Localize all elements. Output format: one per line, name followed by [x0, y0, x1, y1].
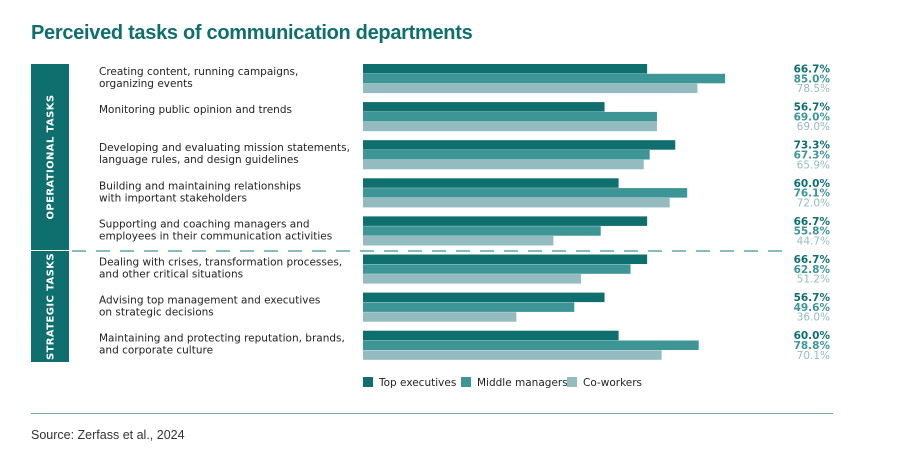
bar-co-workers — [363, 312, 517, 322]
bar-middle-managers — [363, 226, 601, 236]
data-label: 70.1% — [797, 350, 830, 362]
data-label: 44.7% — [797, 236, 830, 248]
data-label: 85.0% — [794, 73, 831, 85]
data-label: 72.0% — [797, 197, 830, 209]
data-label: 67.3% — [794, 150, 831, 162]
data-label: 49.6% — [794, 302, 831, 314]
data-label: 55.8% — [794, 226, 831, 238]
bar-top-executives — [363, 140, 676, 150]
data-label: 69.0% — [794, 111, 831, 123]
bar-middle-managers — [363, 302, 575, 312]
category-label: Developing and evaluating mission statem… — [99, 142, 350, 154]
legend-label: Co-workers — [583, 377, 642, 389]
legend-swatch-co-workers — [567, 377, 577, 387]
side-band-operational — [31, 64, 69, 250]
bar-top-executives — [363, 102, 605, 112]
bar-middle-managers — [363, 73, 726, 84]
chart-title: Perceived tasks of communication departm… — [31, 22, 473, 44]
bar-middle-managers — [363, 111, 657, 122]
side-band-label: OPERATIONAL TASKS — [46, 94, 57, 219]
bar-co-workers — [363, 121, 657, 132]
data-label: 66.7% — [794, 64, 831, 76]
data-label: 56.7% — [794, 102, 831, 114]
legend-label: Top executives — [378, 377, 456, 389]
category-label: and other critical situations — [99, 269, 243, 281]
bar-middle-managers — [363, 150, 650, 160]
category-label: language rules, and design guidelines — [99, 154, 299, 166]
bar-middle-managers — [363, 340, 699, 350]
data-label: 73.3% — [794, 140, 831, 152]
legend-label: Middle managers — [477, 377, 568, 389]
bar-co-workers — [363, 83, 698, 94]
bar-co-workers — [363, 197, 670, 208]
data-label: 62.8% — [794, 264, 831, 276]
category-label: Creating content, running campaigns, — [99, 66, 298, 78]
legend-swatch-top-executives — [363, 377, 373, 387]
bar-co-workers — [363, 350, 662, 360]
legend-swatch-middle-managers — [461, 377, 471, 387]
category-label: Building and maintaining relationships — [99, 180, 301, 192]
category-label: Monitoring public opinion and trends — [99, 104, 292, 116]
bar-co-workers — [363, 236, 554, 246]
data-label: 36.0% — [797, 312, 830, 324]
data-label: 78.8% — [794, 340, 831, 352]
category-label: Supporting and coaching managers and — [99, 218, 310, 230]
bar-co-workers — [363, 159, 644, 170]
data-label: 76.1% — [794, 188, 831, 200]
side-band-strategic — [31, 251, 69, 362]
category-label: Maintaining and protecting reputation, b… — [99, 333, 345, 345]
data-label: 78.5% — [797, 83, 830, 95]
category-label: Dealing with crises, transformation proc… — [99, 257, 342, 269]
category-label: with important stakeholders — [99, 192, 247, 204]
bar-top-executives — [363, 64, 648, 74]
bar-middle-managers — [363, 188, 688, 198]
data-label: 66.7% — [794, 216, 831, 228]
category-label: on strategic decisions — [99, 307, 214, 319]
data-label: 66.7% — [794, 254, 831, 266]
bar-top-executives — [363, 178, 619, 188]
bar-top-executives — [363, 216, 648, 226]
divider-line — [31, 413, 833, 414]
bar-top-executives — [363, 292, 605, 303]
data-label: 56.7% — [794, 292, 831, 304]
bar-co-workers — [363, 274, 582, 284]
side-band-label: STRATEGIC TASKS — [46, 253, 57, 360]
data-label: 69.0% — [797, 121, 830, 133]
category-label: Advising top management and executives — [99, 295, 320, 307]
data-label: 65.9% — [797, 159, 830, 171]
data-label: 60.0% — [794, 178, 831, 190]
bar-top-executives — [363, 254, 648, 264]
category-label: and corporate culture — [99, 345, 213, 357]
bar-middle-managers — [363, 264, 631, 274]
source-note: Source: Zerfass et al., 2024 — [31, 428, 185, 442]
data-label: 51.2% — [797, 274, 830, 286]
bar-top-executives — [363, 330, 619, 341]
category-label: organizing events — [99, 78, 193, 90]
category-label: employees in their communication activit… — [99, 230, 332, 242]
data-label: 60.0% — [794, 330, 831, 342]
